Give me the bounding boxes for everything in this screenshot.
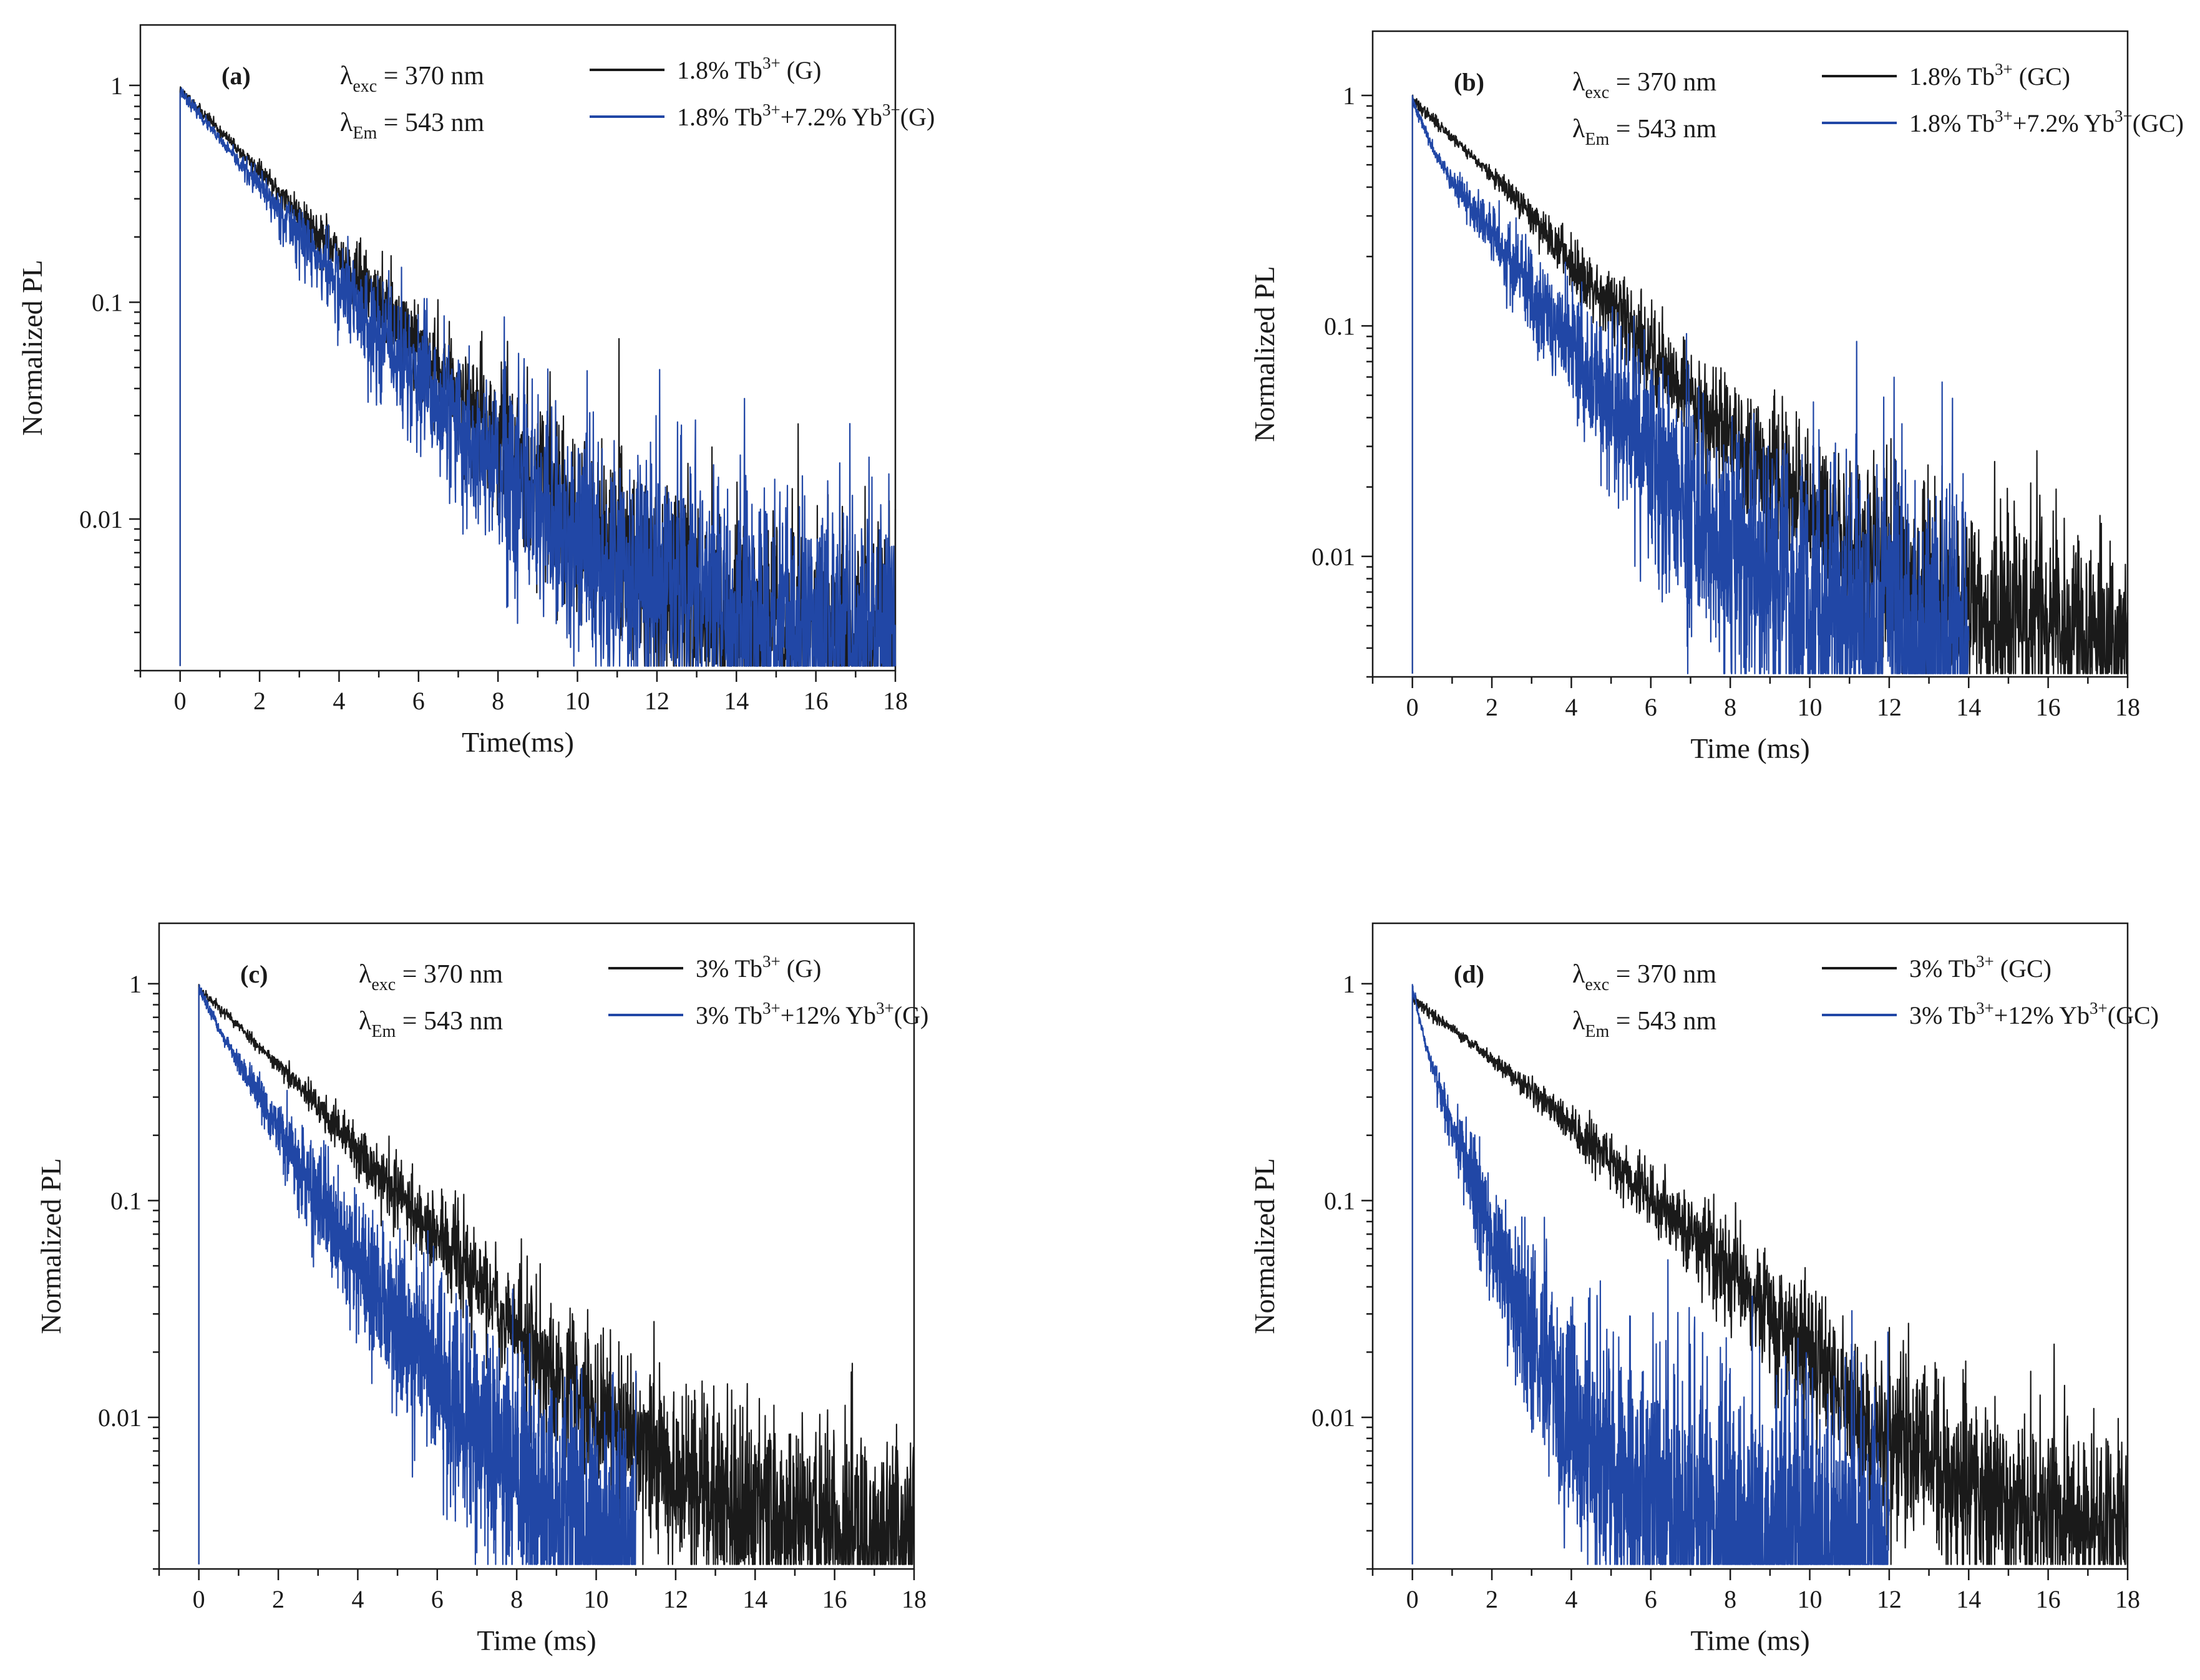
x-tick-label: 18 (2115, 1585, 2140, 1613)
x-tick-label: 16 (2036, 693, 2061, 721)
x-tick-label: 6 (1645, 693, 1657, 721)
x-tick-label: 14 (1956, 693, 1981, 721)
panel-label: (b) (1454, 68, 1484, 96)
x-tick-label: 14 (724, 687, 749, 715)
x-tick-label: 6 (431, 1585, 444, 1613)
x-axis-label: Time (ms) (1690, 732, 1809, 764)
x-tick-label: 8 (1724, 1585, 1736, 1613)
legend-entry: 1.8% Tb3++7.2% Yb3+(GC) (1909, 107, 2184, 137)
y-tick-label: 1 (110, 72, 123, 100)
x-tick-label: 12 (663, 1585, 688, 1613)
y-tick-label: 0.01 (79, 505, 123, 533)
x-tick-label: 14 (1956, 1585, 1981, 1613)
x-tick-label: 4 (1565, 693, 1577, 721)
y-tick-label: 0.1 (110, 1187, 142, 1215)
x-tick-label: 6 (1645, 1585, 1657, 1613)
x-tick-label: 4 (333, 687, 345, 715)
panel-label: (c) (240, 960, 268, 988)
emission-wavelength: λEm = 543 nm (1572, 115, 1716, 149)
y-tick-label: 1 (1343, 82, 1355, 110)
plot-frame (139, 24, 897, 672)
x-tick-label: 18 (902, 1585, 927, 1613)
x-tick-label: 10 (1798, 1585, 1823, 1613)
series-line-tb (1411, 994, 2129, 1565)
y-axis-label: Normalized PL (1248, 1158, 1280, 1334)
emission-wavelength: λEm = 543 nm (359, 1007, 503, 1041)
emission-wavelength: λEm = 543 nm (340, 109, 484, 143)
x-tick-label: 16 (804, 687, 829, 715)
series-line-tb-yb (179, 87, 897, 667)
x-tick-label: 0 (1406, 1585, 1419, 1613)
x-tick-label: 18 (2115, 693, 2140, 721)
x-tick-label: 0 (1406, 693, 1419, 721)
x-tick-label: 0 (193, 1585, 205, 1613)
legend-entry: 3% Tb3++12% Yb3+(G) (696, 999, 928, 1029)
panel-label: (a) (221, 62, 251, 90)
y-tick-label: 0.01 (1312, 1404, 1355, 1432)
excitation-wavelength: λexc = 370 nm (1572, 960, 1716, 994)
chart-panel-d: 0 2 4 6 8 10 12 14 16 18 1 0.1 0.01 Time (ms) Normaliz… (1248, 922, 2159, 1656)
panel-label: (d) (1454, 960, 1484, 988)
y-axis-label: Normalized PL (35, 1158, 67, 1334)
legend-entry: 3% Tb3+ (GC) (1909, 952, 2052, 983)
x-tick-label: 14 (742, 1585, 767, 1613)
x-tick-label: 8 (1724, 693, 1736, 721)
emission-wavelength: λEm = 543 nm (1572, 1007, 1716, 1041)
plot-frame (1371, 30, 2129, 678)
y-axis-label: Normalized PL (16, 260, 48, 435)
y-axis-label: Normalized PL (1248, 266, 1280, 442)
series-line-tb-yb (1411, 95, 1970, 674)
x-tick-label: 12 (1877, 693, 1902, 721)
x-tick-label: 12 (645, 687, 669, 715)
x-tick-label: 10 (565, 687, 590, 715)
legend-entry: 1.8% Tb3+ (GC) (1909, 60, 2070, 90)
x-tick-label: 6 (412, 687, 425, 715)
chart-panel-b: 0 2 4 6 8 10 12 14 16 18 1 0.1 0.01 Time (ms) Normaliz… (1248, 30, 2184, 764)
x-tick-label: 10 (1798, 693, 1823, 721)
x-tick-label: 16 (822, 1585, 847, 1613)
legend-entry: 1.8% Tb3++7.2% Yb3+(G) (677, 100, 935, 131)
legend-entry: 1.8% Tb3+ (G) (677, 54, 821, 84)
x-tick-label: 10 (584, 1585, 609, 1613)
x-tick-label: 12 (1877, 1585, 1902, 1613)
excitation-wavelength: λexc = 370 nm (1572, 68, 1716, 102)
x-axis-label: Time(ms) (462, 726, 574, 758)
x-axis-label: Time (ms) (1690, 1624, 1809, 1656)
y-tick-label: 1 (129, 970, 142, 998)
series-line-tb (198, 984, 915, 1565)
x-tick-label: 2 (272, 1585, 285, 1613)
series-line-tb (1411, 94, 2129, 674)
y-tick-label: 0.01 (98, 1404, 142, 1432)
chart-panel-a: 0 2 4 6 8 10 12 14 16 18 1 0.1 0.01 Time(ms) Normalize… (16, 24, 935, 758)
x-tick-label: 0 (174, 687, 187, 715)
y-tick-label: 0.1 (92, 288, 123, 316)
x-tick-label: 18 (883, 687, 908, 715)
x-tick-label: 8 (510, 1585, 523, 1613)
x-tick-label: 2 (253, 687, 266, 715)
x-tick-label: 2 (1486, 1585, 1498, 1613)
legend-entry: 3% Tb3++12% Yb3+(GC) (1909, 999, 2159, 1029)
y-tick-label: 0.1 (1324, 1187, 1355, 1215)
x-tick-label: 2 (1486, 693, 1498, 721)
y-tick-label: 1 (1343, 970, 1355, 998)
series-line-tb-yb (198, 984, 637, 1565)
plot-frame (158, 922, 915, 1570)
x-tick-label: 4 (351, 1585, 364, 1613)
y-tick-label: 0.01 (1312, 543, 1355, 571)
excitation-wavelength: λexc = 370 nm (340, 62, 484, 96)
x-tick-label: 8 (492, 687, 504, 715)
x-tick-label: 4 (1565, 1585, 1577, 1613)
x-axis-label: Time (ms) (477, 1624, 596, 1656)
excitation-wavelength: λexc = 370 nm (359, 960, 503, 994)
chart-panel-c: 0 2 4 6 8 10 12 14 16 18 1 0.1 0.01 Time (ms) Normaliz… (35, 922, 928, 1656)
legend-entry: 3% Tb3+ (G) (696, 952, 821, 983)
series-line-tb-yb (1411, 984, 1890, 1565)
x-tick-label: 16 (2036, 1585, 2061, 1613)
plot-frame (1371, 922, 2129, 1570)
y-tick-label: 0.1 (1324, 312, 1355, 340)
